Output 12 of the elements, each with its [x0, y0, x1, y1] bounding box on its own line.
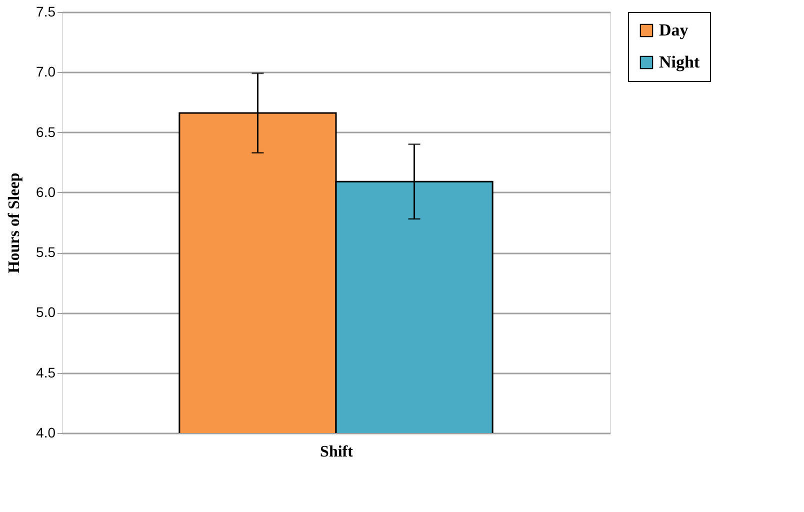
y-axis-title: Hours of Sleep	[6, 172, 24, 274]
y-tick-label: 7.0	[36, 64, 56, 80]
y-tick-label: 5.0	[36, 304, 56, 320]
y-tick-label: 7.5	[36, 4, 56, 20]
y-tick-label: 6.0	[36, 184, 56, 200]
legend-label: Night	[659, 52, 700, 72]
legend-label: Day	[659, 20, 689, 40]
y-tick-label: 4.0	[36, 424, 56, 440]
y-tick-label: 4.5	[36, 364, 56, 380]
y-tick-label: 5.5	[36, 244, 56, 260]
y-tick-label: 6.5	[36, 124, 56, 140]
x-axis-title: Shift	[320, 444, 354, 460]
